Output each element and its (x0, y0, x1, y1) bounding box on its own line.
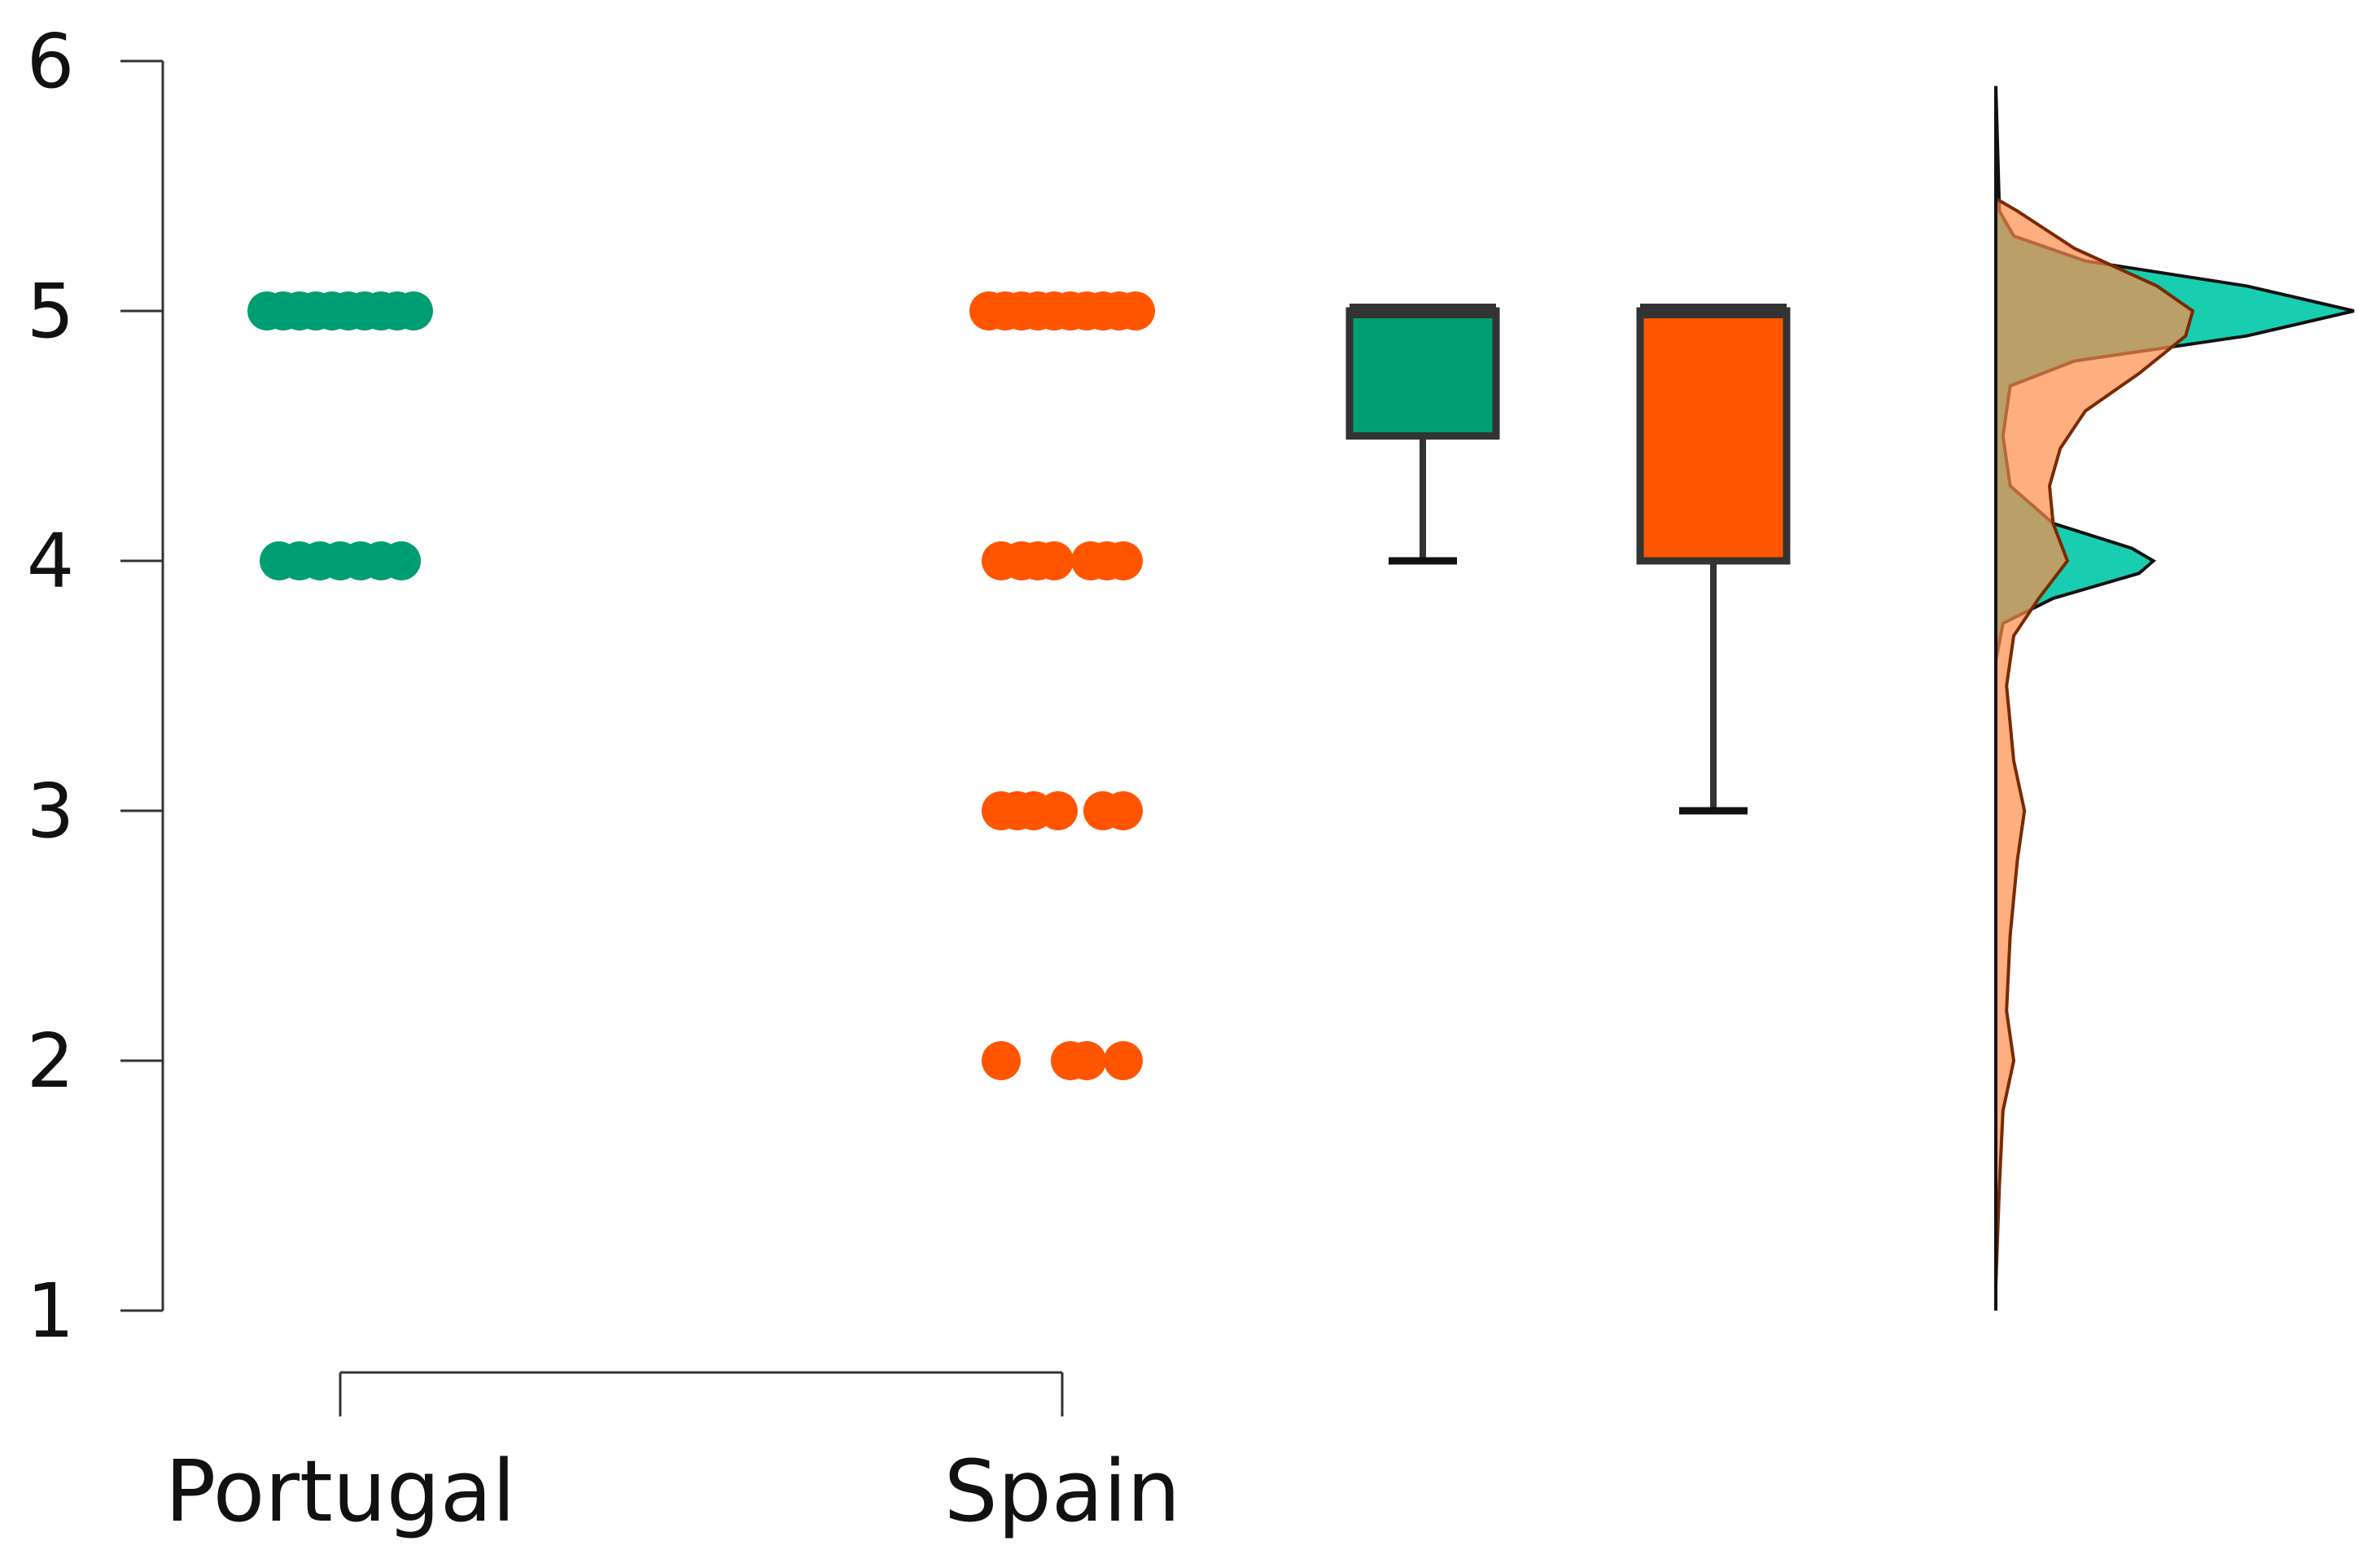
point-spain-2-3 (1104, 1041, 1143, 1080)
y-tick-label-1: 1 (27, 1267, 75, 1355)
point-spain-2-0 (982, 1041, 1021, 1080)
point-portugal-4-6 (382, 541, 421, 580)
y-tick-label-3: 3 (27, 768, 75, 855)
y-axis: 1 2 3 4 5 6 (27, 18, 164, 1355)
x-axis: Portugal Spain (165, 1371, 1181, 1541)
y-tick-label-6: 6 (27, 18, 75, 105)
y-tick-label-2: 2 (27, 1018, 75, 1105)
box-portugal (1345, 307, 1500, 440)
points-layer (247, 291, 1155, 1080)
point-spain-3-5 (1104, 791, 1143, 830)
x-tick-label-portugal: Portugal (165, 1442, 516, 1541)
point-portugal-5-9 (394, 291, 433, 330)
point-spain-5-9 (1116, 291, 1155, 330)
y-tick-label-5: 5 (27, 268, 75, 355)
density-spain (1994, 195, 2195, 1286)
point-spain-4-3 (1035, 541, 1074, 580)
point-spain-2-2 (1067, 1041, 1106, 1080)
point-spain-3-3 (1039, 791, 1078, 830)
density-layer (1994, 85, 2355, 1311)
x-tick-label-spain: Spain (944, 1442, 1181, 1541)
boxplot-layer (1345, 304, 1791, 815)
box-spain (1636, 307, 1791, 565)
y-tick-label-4: 4 (27, 518, 75, 605)
point-spain-4-6 (1104, 541, 1143, 580)
